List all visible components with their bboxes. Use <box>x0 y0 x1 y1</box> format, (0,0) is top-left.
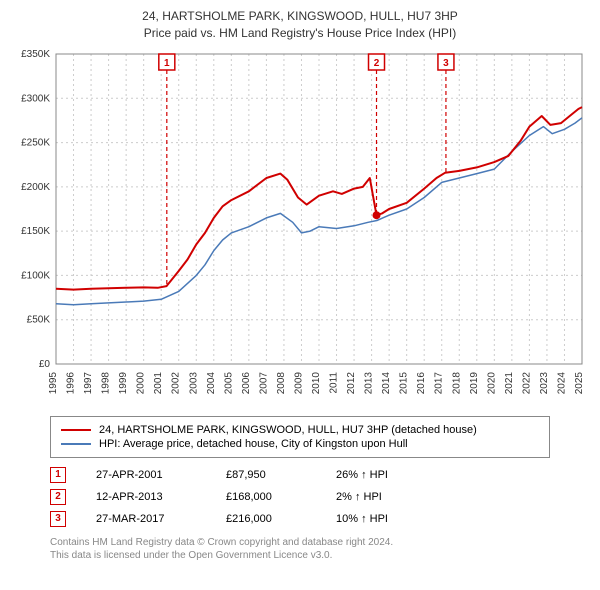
marker-price-1: £87,950 <box>226 469 306 481</box>
svg-text:2008: 2008 <box>276 371 287 394</box>
svg-text:2025: 2025 <box>574 371 585 394</box>
svg-text:2021: 2021 <box>504 371 515 394</box>
svg-text:2022: 2022 <box>521 371 532 394</box>
chart: £0 £50K £100K £150K £200K £250K £300K £350K 1995… <box>10 48 590 408</box>
svg-text:1995: 1995 <box>48 371 59 394</box>
legend-swatch-hpi <box>61 443 91 445</box>
license-line2: This data is licensed under the Open Gov… <box>50 549 590 562</box>
svg-text:2016: 2016 <box>416 371 427 394</box>
svg-text:2001: 2001 <box>153 371 164 394</box>
marker-price-3: £216,000 <box>226 513 306 525</box>
marker-table: 1 27-APR-2001 £87,950 26% ↑ HPI 2 12-APR… <box>50 464 550 530</box>
license-line1: Contains HM Land Registry data © Crown c… <box>50 536 590 549</box>
marker-delta-2: 2% ↑ HPI <box>336 491 416 503</box>
marker-badge-3: 3 <box>50 511 66 527</box>
svg-text:2020: 2020 <box>486 371 497 394</box>
svg-text:2012: 2012 <box>346 371 357 394</box>
svg-text:1999: 1999 <box>118 371 129 394</box>
svg-text:2011: 2011 <box>329 371 340 393</box>
svg-text:2010: 2010 <box>311 371 322 394</box>
svg-text:2013: 2013 <box>364 371 375 394</box>
chart-svg: £0 £50K £100K £150K £200K £250K £300K £350K 1995… <box>10 48 590 408</box>
chart-container: 24, HARTSHOLME PARK, KINGSWOOD, HULL, HU… <box>0 0 600 570</box>
svg-text:3: 3 <box>443 58 449 69</box>
title-block: 24, HARTSHOLME PARK, KINGSWOOD, HULL, HU… <box>10 8 590 42</box>
svg-text:2006: 2006 <box>241 371 252 394</box>
marker-badge-1: 1 <box>50 467 66 483</box>
svg-text:2018: 2018 <box>451 371 462 394</box>
svg-text:£250K: £250K <box>21 137 50 148</box>
svg-text:2007: 2007 <box>258 371 269 394</box>
title-subtitle: Price paid vs. HM Land Registry's House … <box>10 25 590 42</box>
svg-text:2023: 2023 <box>539 371 550 394</box>
svg-text:2003: 2003 <box>188 371 199 394</box>
marker-badge-2: 2 <box>50 489 66 505</box>
svg-text:2019: 2019 <box>469 371 480 394</box>
svg-text:2: 2 <box>374 58 380 69</box>
marker-delta-3: 10% ↑ HPI <box>336 513 416 525</box>
svg-text:2024: 2024 <box>556 371 567 394</box>
svg-text:£350K: £350K <box>21 49 50 60</box>
svg-text:2004: 2004 <box>206 371 217 394</box>
svg-text:1996: 1996 <box>66 371 77 394</box>
svg-text:2015: 2015 <box>399 371 410 394</box>
svg-text:2000: 2000 <box>136 371 147 394</box>
title-address: 24, HARTSHOLME PARK, KINGSWOOD, HULL, HU… <box>10 8 590 25</box>
svg-text:2014: 2014 <box>381 371 392 394</box>
legend-label-hpi: HPI: Average price, detached house, City… <box>99 438 408 450</box>
svg-text:2002: 2002 <box>171 371 182 394</box>
legend-row-hpi: HPI: Average price, detached house, City… <box>61 437 539 451</box>
marker-price-2: £168,000 <box>226 491 306 503</box>
svg-text:£0: £0 <box>39 359 51 370</box>
svg-text:£300K: £300K <box>21 93 50 104</box>
svg-text:£50K: £50K <box>27 314 51 325</box>
svg-text:2005: 2005 <box>223 371 234 394</box>
marker-date-3: 27-MAR-2017 <box>96 513 196 525</box>
legend: 24, HARTSHOLME PARK, KINGSWOOD, HULL, HU… <box>50 416 550 458</box>
svg-text:£100K: £100K <box>21 270 50 281</box>
marker-date-2: 12-APR-2013 <box>96 491 196 503</box>
svg-text:1998: 1998 <box>101 371 112 394</box>
marker-row-1: 1 27-APR-2001 £87,950 26% ↑ HPI <box>50 464 550 486</box>
legend-swatch-property <box>61 429 91 431</box>
svg-text:2017: 2017 <box>434 371 445 394</box>
license-text: Contains HM Land Registry data © Crown c… <box>50 536 590 562</box>
legend-row-property: 24, HARTSHOLME PARK, KINGSWOOD, HULL, HU… <box>61 423 539 437</box>
marker-row-3: 3 27-MAR-2017 £216,000 10% ↑ HPI <box>50 508 550 530</box>
svg-text:1997: 1997 <box>83 371 94 394</box>
marker-date-1: 27-APR-2001 <box>96 469 196 481</box>
svg-text:£150K: £150K <box>21 226 50 237</box>
legend-label-property: 24, HARTSHOLME PARK, KINGSWOOD, HULL, HU… <box>99 424 477 436</box>
svg-text:2009: 2009 <box>293 371 304 394</box>
marker-row-2: 2 12-APR-2013 £168,000 2% ↑ HPI <box>50 486 550 508</box>
svg-text:1: 1 <box>164 58 170 69</box>
svg-text:£200K: £200K <box>21 181 50 192</box>
marker-delta-1: 26% ↑ HPI <box>336 469 416 481</box>
